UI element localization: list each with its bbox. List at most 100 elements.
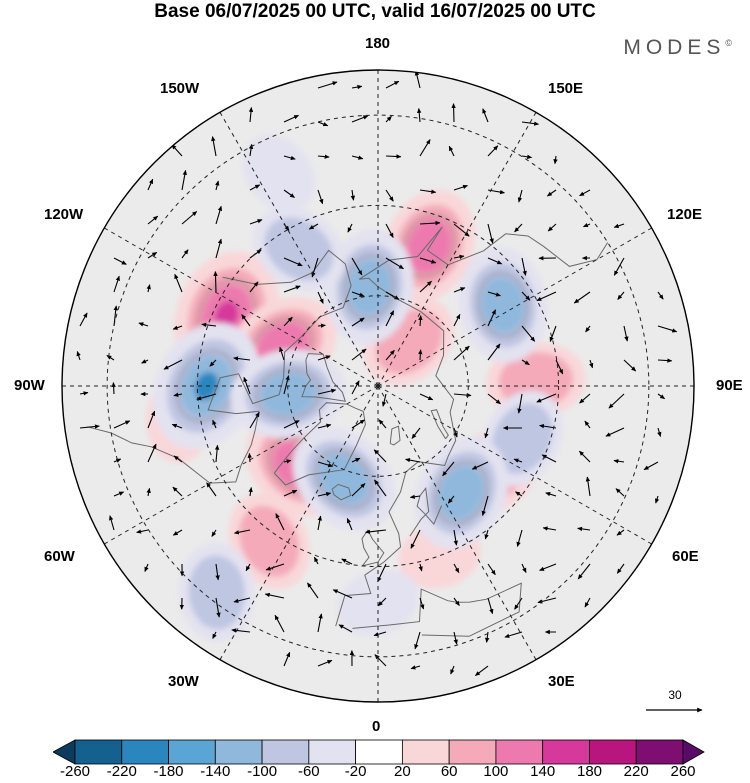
wind-arrow bbox=[474, 665, 489, 677]
wind-arrow bbox=[657, 291, 664, 300]
wind-arrow bbox=[113, 491, 125, 497]
wind-arrow bbox=[196, 393, 217, 401]
wind-arrow bbox=[605, 427, 625, 437]
wind-arrow bbox=[385, 80, 400, 89]
wind-arrow bbox=[453, 223, 470, 237]
wind-arrow bbox=[453, 563, 460, 574]
wind-arrow bbox=[487, 563, 496, 576]
wind-arrow bbox=[419, 257, 437, 264]
coastlines bbox=[87, 226, 609, 637]
canadian-archipelago-coast bbox=[301, 353, 347, 402]
wind-arrow bbox=[245, 563, 251, 572]
anomaly-contour bbox=[215, 301, 239, 330]
lon-label-180: 180 bbox=[365, 35, 391, 52]
wind-arrow bbox=[351, 291, 365, 297]
wind-arrow bbox=[521, 291, 531, 301]
colorbar-tick-label: -140 bbox=[200, 763, 231, 780]
wind-arrow bbox=[536, 393, 557, 403]
wind-arrow bbox=[419, 393, 434, 401]
lon-label-150w: 150W bbox=[160, 80, 200, 97]
wind-arrow bbox=[173, 392, 183, 397]
colorbar-tick-label: -220 bbox=[106, 763, 137, 780]
wind-arrow bbox=[521, 154, 533, 159]
wind-arrow bbox=[521, 325, 536, 342]
wind-arrow bbox=[213, 271, 218, 293]
wind-arrow bbox=[577, 563, 591, 580]
anomaly-contour bbox=[481, 277, 525, 333]
vector-scale-arrow bbox=[646, 707, 703, 713]
wind-arrow bbox=[487, 597, 494, 615]
wind-arrow bbox=[317, 515, 322, 531]
wind-arrow bbox=[181, 211, 198, 225]
wind-arrow bbox=[265, 563, 285, 571]
wind-arrow bbox=[385, 116, 392, 123]
wind-arrow bbox=[487, 145, 499, 157]
wind-arrow bbox=[233, 529, 251, 535]
wind-arrow bbox=[338, 624, 353, 633]
eurasia-coast bbox=[335, 226, 609, 627]
colorbar-tick-label: -260 bbox=[59, 763, 91, 780]
wind-arrow bbox=[347, 223, 353, 233]
map-border bbox=[61, 69, 695, 703]
colorbar-tick-label: 60 bbox=[440, 763, 458, 780]
wind-arrow bbox=[147, 251, 158, 259]
wind-arrow bbox=[106, 354, 115, 361]
wind-arrow bbox=[410, 665, 421, 670]
wind-arrow bbox=[442, 461, 455, 477]
wind-arrow bbox=[418, 349, 423, 361]
wind-arrow bbox=[215, 205, 223, 225]
wind-arrow bbox=[283, 420, 300, 429]
wind-arrow bbox=[206, 482, 217, 497]
wind-arrow bbox=[487, 393, 501, 405]
wind-arrow bbox=[317, 491, 332, 497]
wind-arrow bbox=[351, 419, 365, 429]
wind-arrow bbox=[317, 189, 324, 205]
wind-arrow bbox=[419, 189, 437, 194]
wind-arrow bbox=[654, 495, 660, 504]
wind-arrow bbox=[264, 592, 285, 599]
wind-arrow bbox=[542, 526, 557, 531]
wind-arrow bbox=[317, 121, 329, 127]
wind-arrow bbox=[385, 223, 394, 238]
wind-arrow bbox=[283, 257, 303, 267]
vector-scale-reference: 30 bbox=[645, 688, 705, 721]
wind-arrow bbox=[416, 107, 422, 123]
colorbar-swatch bbox=[121, 739, 169, 765]
wind-arrow bbox=[471, 461, 489, 470]
wind-arrow bbox=[450, 665, 455, 675]
wind-arrow bbox=[283, 489, 298, 497]
wind-arrow bbox=[248, 487, 253, 497]
colorbar-extend-min bbox=[53, 739, 76, 765]
wind-arrow bbox=[487, 257, 503, 265]
map-title: Base 06/07/2025 00 UTC, valid 16/07/2025… bbox=[154, 1, 596, 22]
wind-arrow bbox=[521, 257, 527, 276]
wind-arrow bbox=[317, 154, 330, 159]
wind-arrow bbox=[385, 189, 394, 202]
wind-arrow bbox=[521, 359, 530, 366]
wind-arrow bbox=[147, 178, 154, 191]
negative-anomaly-11 bbox=[458, 247, 548, 363]
wind-arrow bbox=[411, 427, 421, 439]
wind-arrow bbox=[414, 70, 421, 89]
colorbar-tick-label: 180 bbox=[576, 763, 603, 780]
iceland-coast bbox=[331, 483, 352, 501]
wind-arrow bbox=[405, 457, 421, 463]
wind-arrow bbox=[283, 316, 293, 327]
wind-arrow bbox=[539, 563, 557, 571]
lon-label-30e: 30E bbox=[548, 673, 575, 690]
wind-arrow bbox=[549, 325, 557, 343]
wind-arrow bbox=[517, 393, 523, 414]
colorbar-swatch bbox=[589, 739, 637, 765]
wind-arrow bbox=[317, 323, 326, 328]
wind-arrow bbox=[419, 597, 425, 610]
wind-arrow bbox=[453, 184, 469, 191]
wind-arrow bbox=[317, 461, 334, 468]
wind-arrow bbox=[447, 495, 455, 504]
colorbar-swatch bbox=[542, 739, 590, 765]
wind-arrow bbox=[453, 529, 458, 546]
wind-arrow bbox=[215, 238, 223, 259]
wind-arrow bbox=[79, 312, 88, 327]
wind-arrow bbox=[657, 427, 662, 438]
wind-arrow bbox=[547, 223, 557, 232]
wind-arrow bbox=[419, 280, 432, 293]
